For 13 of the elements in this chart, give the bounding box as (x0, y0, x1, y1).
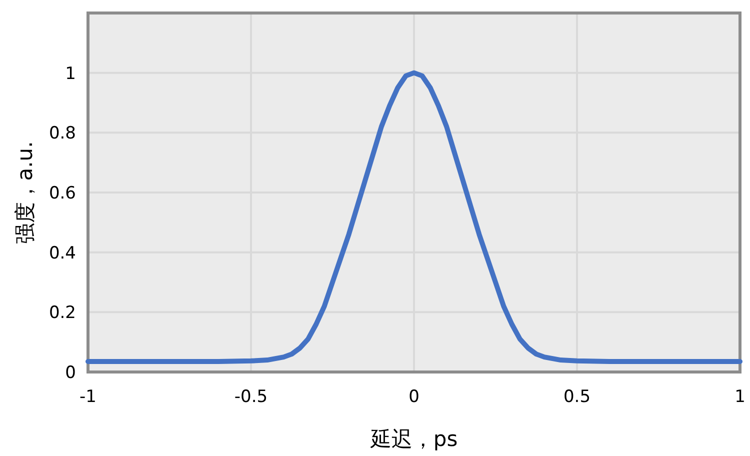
y-tick-label: 0.8 (48, 124, 76, 144)
y-tick-label: 1 (65, 64, 76, 84)
x-tick-label: 1 (734, 387, 746, 407)
y-tick-label: 0 (65, 363, 76, 383)
x-axis-title: 延迟，ps (369, 427, 458, 451)
x-tick-label: 0.5 (563, 387, 591, 407)
y-axis-title: 强度，a.u. (13, 141, 37, 244)
x-tick-label: -0.5 (234, 387, 268, 407)
y-tick-label: 0.2 (48, 303, 76, 324)
x-tick-label: -1 (80, 387, 96, 407)
y-tick-label: 0.4 (48, 243, 76, 264)
y-tick-label: 0.6 (48, 184, 76, 204)
x-tick-label: 0 (408, 387, 420, 407)
